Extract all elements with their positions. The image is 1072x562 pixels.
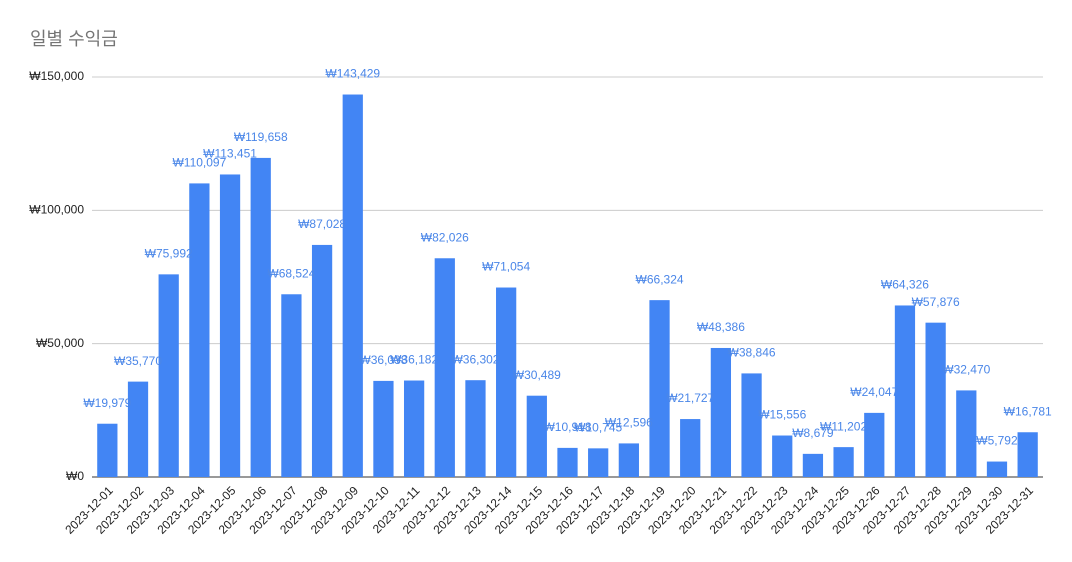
bar (219, 174, 241, 478)
data-label: ₩16,781 (1004, 404, 1052, 418)
data-label: ₩75,992 (145, 247, 193, 261)
data-label: ₩10,745 (574, 421, 622, 435)
data-label: ₩36,038 (359, 353, 407, 367)
bar (956, 390, 977, 477)
bar (127, 381, 149, 477)
bar (741, 373, 762, 477)
bar (1017, 432, 1038, 477)
bar (557, 447, 578, 477)
bar (434, 258, 455, 477)
bar (373, 380, 394, 477)
y-tick-label: ₩150,000 (29, 69, 84, 83)
y-tick-label: ₩0 (66, 469, 84, 483)
data-label: ₩8,679 (792, 426, 834, 440)
bar (526, 395, 547, 477)
bar (97, 423, 118, 477)
data-label: ₩30,489 (513, 368, 561, 382)
bar (342, 94, 363, 477)
bar (588, 448, 609, 477)
bar (680, 419, 701, 477)
data-label: ₩12,596 (605, 416, 653, 430)
data-label: ₩32,470 (942, 363, 990, 377)
bar (250, 157, 271, 478)
bar (710, 347, 732, 477)
data-label: ₩19,979 (83, 396, 131, 410)
data-label: ₩36,182 (390, 353, 438, 367)
data-label: ₩68,524 (267, 266, 315, 280)
bar (158, 274, 179, 477)
bar (894, 305, 916, 477)
bar (403, 380, 425, 477)
bar (833, 447, 854, 477)
data-label: ₩10,918 (543, 420, 591, 434)
data-label: ₩21,727 (666, 391, 714, 405)
chart-title: 일별 수익금 (30, 29, 118, 49)
bar (925, 322, 946, 477)
bar (986, 461, 1008, 477)
data-label: ₩87,028 (298, 217, 346, 231)
bar (618, 443, 639, 477)
data-label: ₩82,026 (421, 230, 469, 244)
bar (864, 412, 885, 477)
data-label: ₩24,047 (850, 385, 898, 399)
bar (802, 453, 824, 477)
data-label: ₩57,876 (912, 295, 960, 309)
data-label: ₩36,302 (451, 352, 499, 366)
data-label: ₩35,770 (114, 354, 162, 368)
data-label: ₩119,658 (234, 130, 288, 144)
data-label: ₩110,097 (172, 156, 226, 170)
bar (281, 294, 302, 477)
bar (311, 244, 333, 477)
data-label: ₩143,429 (325, 67, 380, 81)
y-tick-label: ₩100,000 (29, 203, 84, 217)
data-label: ₩15,556 (758, 408, 806, 422)
data-label: ₩48,386 (697, 320, 745, 334)
data-label: ₩71,054 (482, 260, 530, 274)
bar (496, 287, 517, 477)
y-tick-label: ₩50,000 (36, 336, 84, 350)
bar (465, 380, 486, 477)
bar (772, 435, 793, 477)
data-label: ₩66,324 (636, 272, 684, 286)
data-label: ₩11,202 (820, 419, 867, 433)
bar (189, 183, 210, 477)
data-label: ₩64,326 (881, 278, 929, 292)
data-label: ₩38,846 (728, 346, 776, 360)
bar (649, 300, 670, 477)
data-label: ₩5,792 (976, 434, 1018, 448)
data-label: ₩113,451 (203, 147, 257, 161)
